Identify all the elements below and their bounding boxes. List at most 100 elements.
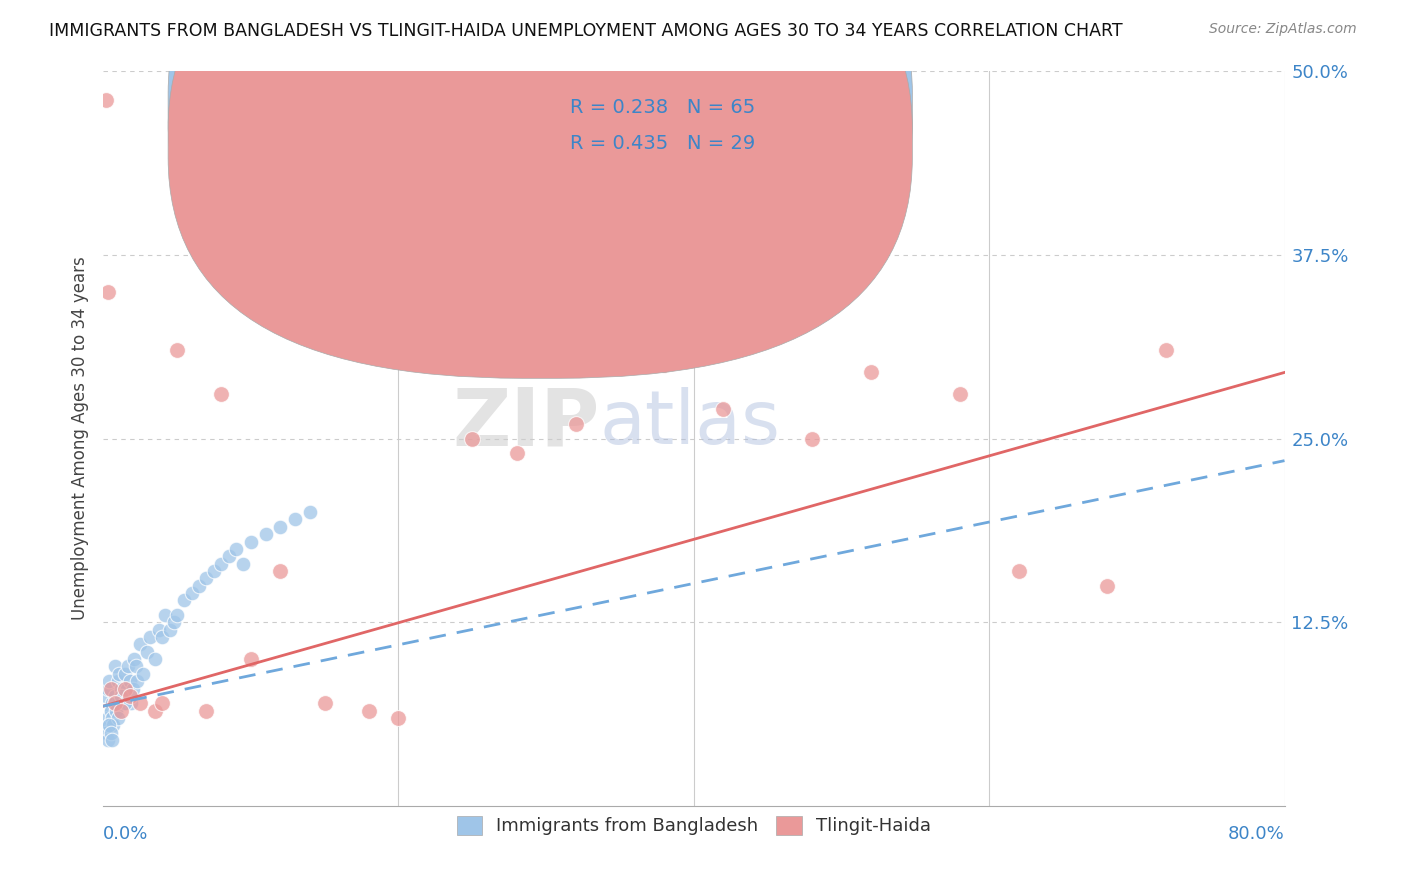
Point [121, 681, 143, 696]
Point [98, 718, 121, 732]
Point [107, 696, 129, 710]
Point [101, 711, 124, 725]
Point [139, 630, 162, 644]
Point [101, 696, 124, 710]
FancyBboxPatch shape [169, 0, 912, 343]
Point [107, 711, 129, 725]
Point [98, 718, 121, 732]
Point [105, 704, 128, 718]
Point [136, 645, 159, 659]
Point [239, 652, 262, 666]
Point [103, 711, 125, 725]
Point [188, 579, 211, 593]
FancyBboxPatch shape [169, 0, 912, 378]
Legend: Immigrants from Bangladesh, Tlingit-Haida: Immigrants from Bangladesh, Tlingit-Haid… [450, 809, 938, 843]
Point [112, 696, 135, 710]
Point [98, 674, 121, 689]
Point [195, 571, 218, 585]
Point [107, 674, 129, 689]
Point [195, 704, 218, 718]
Point [114, 666, 136, 681]
Point [239, 534, 262, 549]
Point [180, 586, 202, 600]
Point [105, 704, 128, 718]
Point [314, 696, 336, 710]
Point [97, 733, 120, 747]
Point [357, 704, 380, 718]
Point [461, 432, 484, 446]
Point [564, 417, 586, 431]
Point [94, 689, 117, 703]
Point [94, 94, 117, 108]
Point [114, 681, 136, 696]
Point [110, 681, 132, 696]
Point [97, 711, 120, 725]
Point [127, 674, 149, 689]
Point [298, 505, 321, 519]
Point [209, 557, 232, 571]
Point [104, 696, 127, 710]
Point [159, 623, 181, 637]
Point [104, 696, 127, 710]
Point [143, 704, 166, 718]
Point [148, 623, 170, 637]
Text: Source: ZipAtlas.com: Source: ZipAtlas.com [1209, 22, 1357, 37]
Point [104, 659, 127, 673]
Point [118, 674, 141, 689]
Text: R = 0.435   N = 29: R = 0.435 N = 29 [569, 134, 755, 153]
Point [860, 366, 883, 380]
Text: R = 0.238   N = 65: R = 0.238 N = 65 [569, 98, 755, 118]
FancyBboxPatch shape [505, 82, 830, 174]
Point [173, 593, 195, 607]
Point [117, 659, 139, 673]
Point [143, 652, 166, 666]
Point [1008, 564, 1031, 578]
Point [101, 733, 124, 747]
Point [129, 696, 152, 710]
Point [103, 718, 125, 732]
Point [505, 446, 527, 460]
Point [163, 615, 186, 630]
Point [115, 681, 138, 696]
Point [114, 689, 136, 703]
Point [114, 696, 136, 710]
Point [122, 652, 145, 666]
Point [1156, 343, 1178, 358]
Point [97, 681, 120, 696]
Point [166, 343, 188, 358]
Point [110, 689, 132, 703]
Point [209, 387, 232, 401]
Point [800, 432, 823, 446]
Text: ZIP: ZIP [453, 385, 599, 463]
Point [100, 725, 122, 739]
Point [118, 689, 141, 703]
Point [104, 689, 127, 703]
Point [284, 512, 307, 526]
Point [111, 689, 134, 703]
Point [232, 557, 254, 571]
Point [100, 704, 122, 718]
Y-axis label: Unemployment Among Ages 30 to 34 years: Unemployment Among Ages 30 to 34 years [72, 257, 89, 621]
Point [150, 696, 173, 710]
Point [120, 696, 142, 710]
Point [269, 520, 291, 534]
Point [202, 564, 225, 578]
Point [129, 637, 152, 651]
Text: 0.0%: 0.0% [103, 824, 149, 843]
Point [124, 659, 146, 673]
Point [387, 711, 409, 725]
Point [218, 549, 240, 564]
Text: IMMIGRANTS FROM BANGLADESH VS TLINGIT-HAIDA UNEMPLOYMENT AMONG AGES 30 TO 34 YEA: IMMIGRANTS FROM BANGLADESH VS TLINGIT-HA… [49, 22, 1123, 40]
Point [949, 387, 972, 401]
Point [108, 666, 131, 681]
Point [1097, 579, 1119, 593]
Point [100, 704, 122, 718]
Point [153, 607, 176, 622]
Point [652, 358, 675, 372]
Point [269, 564, 291, 578]
Point [166, 607, 188, 622]
Text: 80.0%: 80.0% [1227, 824, 1285, 843]
Point [225, 541, 247, 556]
Point [97, 285, 120, 299]
Point [254, 527, 277, 541]
